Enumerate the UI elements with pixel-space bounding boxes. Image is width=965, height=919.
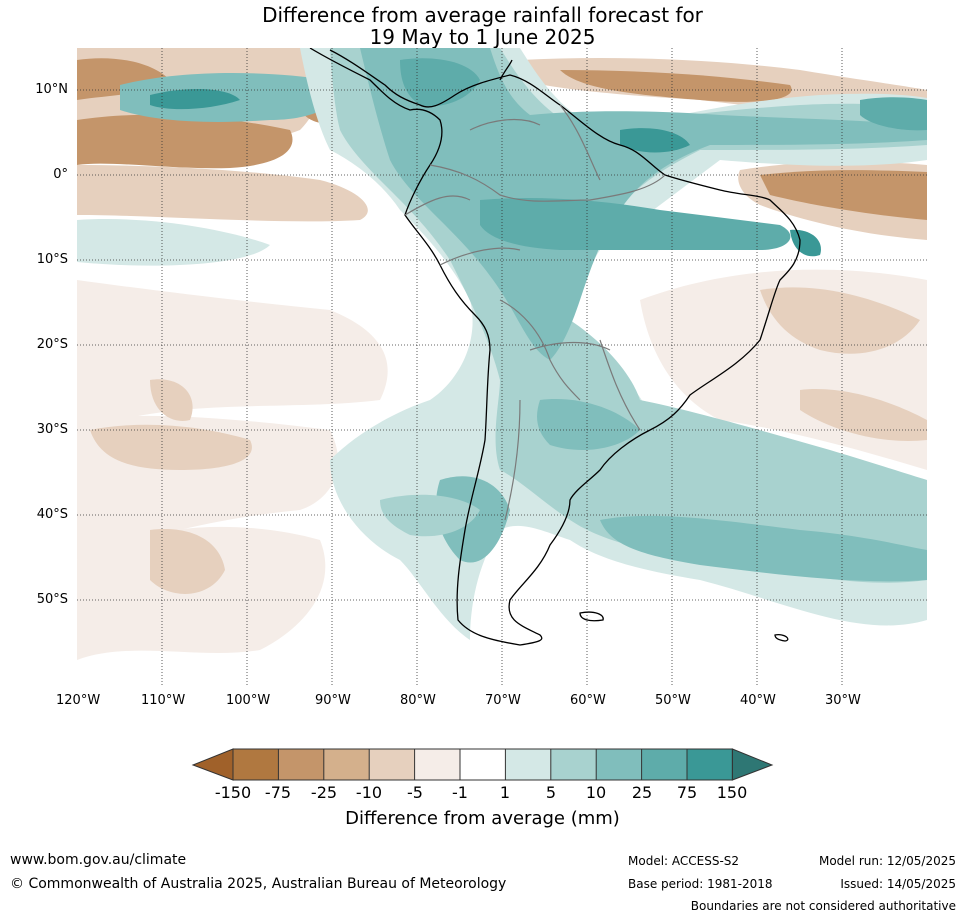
colorbar — [191, 748, 774, 781]
colorbar-tick-label: -10 — [355, 783, 383, 802]
map-title: Difference from average rainfall forecas… — [0, 4, 965, 48]
website-link[interactable]: www.bom.gov.au/climate — [10, 852, 187, 868]
lon-label: 40°W — [740, 693, 776, 708]
colorbar-tick-label: -5 — [407, 783, 423, 802]
colorbar-tick-label: 150 — [716, 783, 748, 802]
lon-label: 90°W — [315, 693, 351, 708]
title-line-1: Difference from average rainfall forecas… — [262, 3, 703, 27]
lon-label: 70°W — [485, 693, 521, 708]
colorbar-extend-high — [731, 748, 774, 781]
colorbar-tick-label: 25 — [631, 783, 653, 802]
issued-date: Issued: 14/05/2025 — [840, 877, 956, 891]
colorbar-tick-label: 5 — [545, 783, 557, 802]
lat-label: 10°N — [35, 82, 68, 97]
colorbar-tick-label: -25 — [310, 783, 338, 802]
lon-label: 100°W — [226, 693, 271, 708]
model-run-date: Model run: 12/05/2025 — [818, 854, 956, 868]
lat-label: 0° — [53, 167, 68, 182]
map-area — [77, 48, 927, 686]
lon-label: 60°W — [570, 693, 606, 708]
lon-label: 80°W — [400, 693, 436, 708]
lat-label: 10°S — [36, 252, 68, 267]
boundaries-disclaimer: Boundaries are not considered authoritat… — [690, 899, 956, 913]
lon-label: 30°W — [825, 693, 861, 708]
colorbar-tick-label: 1 — [499, 783, 511, 802]
colorbar-extend-low — [191, 748, 234, 781]
title-line-2: 19 May to 1 June 2025 — [369, 25, 596, 49]
lat-label: 30°S — [36, 422, 68, 437]
model-name: Model: ACCESS-S2 — [628, 854, 740, 868]
lon-label: 120°W — [56, 693, 101, 708]
country-borders — [404, 104, 666, 521]
lon-label: 50°W — [655, 693, 691, 708]
lat-label: 20°S — [36, 337, 68, 352]
colorbar-tick-label: -150 — [214, 783, 252, 802]
colorbar-title: Difference from average (mm) — [345, 808, 620, 829]
base-period: Base period: 1981-2018 — [628, 877, 773, 891]
colorbar-tick-label: -1 — [452, 783, 468, 802]
copyright-text: © Commonwealth of Australia 2025, Austra… — [10, 876, 507, 892]
lon-label: 110°W — [141, 693, 186, 708]
dry-anomaly-shading — [77, 48, 927, 660]
colorbar-tick-label: 10 — [585, 783, 607, 802]
colorbar-tick-label: 75 — [676, 783, 698, 802]
colorbar-tick-label: -75 — [264, 783, 292, 802]
lat-label: 50°S — [36, 592, 68, 607]
lat-label: 40°S — [36, 507, 68, 522]
coastline — [309, 48, 801, 646]
graticule — [77, 48, 927, 686]
